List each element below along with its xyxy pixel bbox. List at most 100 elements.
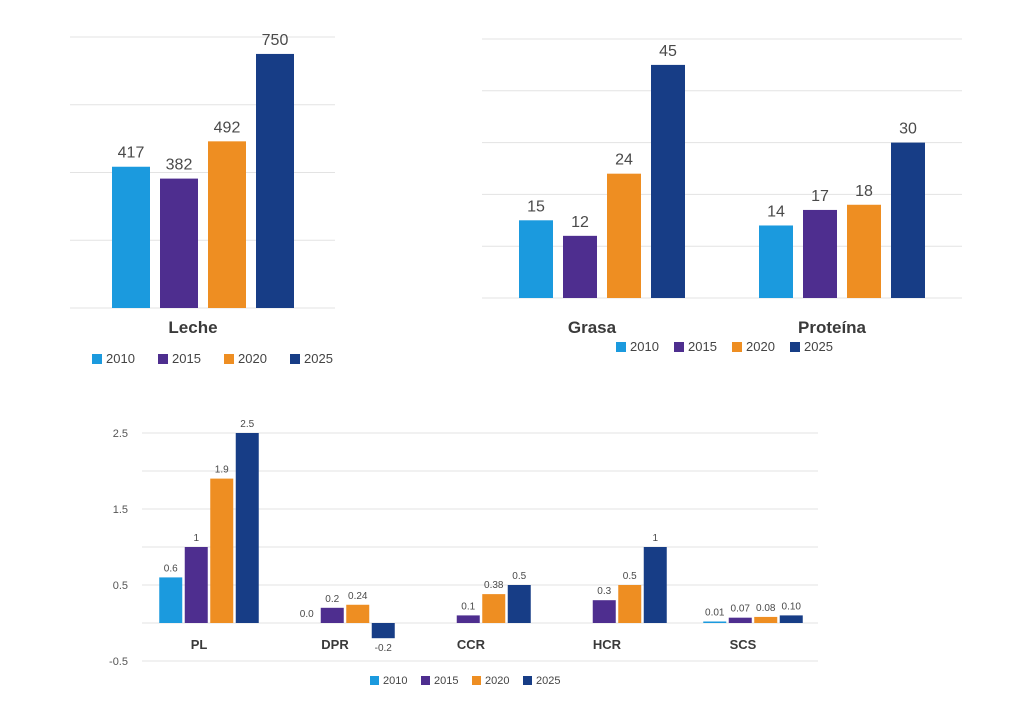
bar-proteína-2020 [847, 204, 881, 298]
bar-pl-2010 [159, 577, 183, 623]
legend-swatch [616, 342, 626, 352]
legend-swatch [674, 342, 684, 352]
data-label: 24 [615, 152, 633, 169]
legend-label: 2020 [238, 351, 267, 366]
bar-dpr-2025 [371, 623, 395, 639]
bar-hcr-2020 [618, 585, 642, 623]
bar-hcr-2015 [592, 600, 616, 623]
category-label: Proteína [798, 318, 867, 337]
legend-label: 2010 [106, 351, 135, 366]
category-label: SCS [730, 637, 757, 652]
data-label: 0.01 [705, 608, 725, 619]
data-label: 0.5 [623, 571, 637, 582]
bar-proteína-2015 [803, 209, 837, 298]
data-label: 45 [659, 43, 677, 60]
data-label: 0.24 [348, 591, 368, 602]
category-label: CCR [457, 637, 486, 652]
chart-grasa-proteina: 15 14 12 17 24 18 45 30 Grasa Proteína 2010 2015 202… [482, 38, 962, 354]
y-tick-label: 1.5 [113, 504, 128, 516]
legend-label: 2010 [383, 675, 407, 687]
category-label: HCR [593, 637, 622, 652]
data-label: 1.9 [215, 465, 229, 476]
bar-ccr-2025 [507, 585, 531, 623]
bar-pl-2020 [210, 478, 234, 623]
legend-label: 2015 [172, 351, 201, 366]
bar-pl-2025 [235, 433, 259, 623]
legend: 2010 2015 2020 2025 [92, 351, 333, 366]
legend-swatch [790, 342, 800, 352]
data-label: 417 [118, 145, 145, 162]
data-label: 14 [767, 203, 785, 220]
legend-swatch [158, 354, 168, 364]
data-label: 0.38 [484, 580, 504, 591]
data-label: 0.2 [325, 594, 339, 605]
data-label: 1 [193, 533, 199, 544]
legend-label: 2010 [630, 339, 659, 354]
data-label: 1 [652, 533, 658, 544]
bar-grasa-2020 [607, 173, 641, 298]
legend: 2010 2015 2020 2025 [616, 339, 833, 354]
category-label: PL [191, 637, 208, 652]
bar-ccr-2020 [482, 594, 506, 623]
data-label: 2.5 [240, 419, 254, 430]
data-label: -0.2 [375, 643, 393, 654]
bar-leche-2015 [160, 178, 198, 308]
legend: 2010 2015 2020 2025 [370, 675, 560, 687]
bar-leche-2010 [112, 166, 150, 308]
legend-swatch [290, 354, 300, 364]
bar-proteína-2025 [891, 142, 925, 298]
chart-indices: 2.5 1.5 0.5 -0.5 0.6 0.0 0.01 1 0.2 0.1 0.3 0.07 1.9… [109, 419, 818, 687]
legend-swatch [421, 676, 430, 685]
legend-label: 2025 [536, 675, 560, 687]
bar-scs-2020 [754, 616, 778, 623]
legend-swatch [370, 676, 379, 685]
bar-dpr-2020 [346, 604, 370, 623]
y-tick-label: 0.5 [113, 580, 128, 592]
data-label: 17 [811, 188, 829, 205]
bar-scs-2010 [703, 621, 727, 623]
data-label: 0.08 [756, 603, 776, 614]
legend-label: 2015 [688, 339, 717, 354]
legend-label: 2015 [434, 675, 458, 687]
bar-grasa-2010 [519, 220, 553, 298]
legend-label: 2020 [485, 675, 509, 687]
data-label: 0.3 [597, 586, 611, 597]
bar-scs-2015 [728, 617, 752, 623]
category-label: Leche [168, 318, 217, 337]
data-label: 30 [899, 121, 917, 138]
legend-label: 2025 [304, 351, 333, 366]
chart-leche: 417 382 492 750 Leche 2010 2015 2020 2025 [70, 32, 335, 366]
data-label: 492 [214, 119, 241, 136]
data-label: 0.1 [461, 601, 475, 612]
legend-label: 2020 [746, 339, 775, 354]
y-tick-label: 2.5 [113, 428, 128, 440]
legend-swatch [224, 354, 234, 364]
bar-hcr-2025 [643, 547, 667, 623]
bar-proteína-2010 [759, 225, 793, 298]
category-label: DPR [321, 637, 349, 652]
legend-swatch [472, 676, 481, 685]
data-label: 0.6 [164, 563, 178, 574]
data-label: 0.5 [512, 571, 526, 582]
y-tick-label: -0.5 [109, 656, 128, 668]
data-label: 18 [855, 183, 873, 200]
data-label: 750 [262, 32, 289, 49]
legend-swatch [732, 342, 742, 352]
category-label: Grasa [568, 318, 617, 337]
bar-grasa-2025 [651, 64, 685, 299]
data-label: 0.07 [731, 604, 751, 615]
bar-ccr-2015 [456, 615, 480, 623]
bar-leche-2025 [256, 53, 294, 308]
bar-pl-2015 [184, 547, 208, 623]
data-label: 0.0 [300, 609, 314, 620]
legend-label: 2025 [804, 339, 833, 354]
bar-dpr-2015 [320, 607, 344, 623]
bar-scs-2025 [779, 615, 803, 623]
data-label: 15 [527, 198, 545, 215]
bar-grasa-2015 [563, 235, 597, 298]
data-label: 12 [571, 214, 589, 231]
data-label: 382 [166, 157, 193, 174]
data-label: 0.10 [782, 601, 802, 612]
legend-swatch [92, 354, 102, 364]
